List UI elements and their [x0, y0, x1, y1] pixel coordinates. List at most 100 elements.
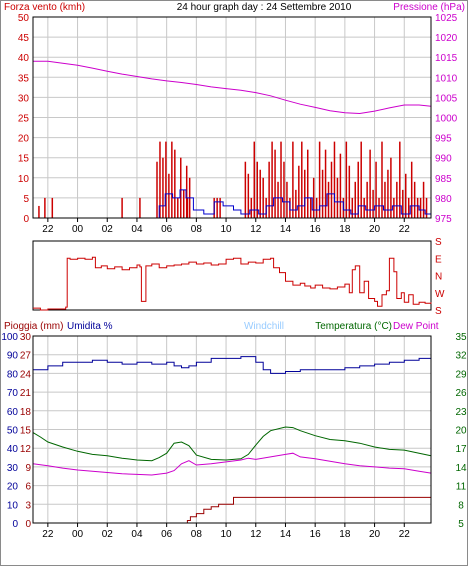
panel3-xlabel-8: 14	[280, 529, 292, 540]
temperature-ylabel-8: 29	[455, 369, 467, 380]
panel1-y2label-3: 990	[435, 154, 452, 165]
temperature-ylabel-4: 17	[455, 444, 467, 455]
direction-label-1: E	[435, 254, 442, 265]
panel1-ylabel-2: 10	[18, 174, 30, 185]
panel1-ylabel-6: 30	[18, 93, 30, 104]
panel1-xlabel-9: 16	[310, 224, 322, 235]
direction-label-4: S	[435, 306, 442, 317]
panel3-plot-area	[32, 335, 432, 524]
panel3-xlabel-0: 22	[42, 529, 54, 540]
panel3-xlabel-12: 22	[399, 529, 411, 540]
temperature-ylabel-2: 11	[456, 482, 467, 493]
panel3-xlabel-11: 20	[369, 529, 381, 540]
dewpoint-axis-label: Dew Point	[393, 321, 439, 332]
panel1-xlabel-11: 20	[369, 224, 381, 235]
rain-ylabel-0: 0	[25, 519, 31, 530]
rain-ylabel-6: 18	[20, 407, 32, 418]
panel1-ylabel-1: 5	[23, 194, 29, 205]
humidity-ylabel-0: 0	[12, 519, 18, 530]
temperature-ylabel-0: 5	[458, 519, 464, 530]
panel3-xlabel-10: 18	[339, 529, 351, 540]
direction-label-3: W	[435, 289, 445, 300]
panel1-xlabel-5: 08	[191, 224, 203, 235]
temperature-ylabel-6: 23	[455, 407, 467, 418]
panel1-y2label-8: 1015	[435, 53, 458, 64]
panel1-ylabel-8: 40	[18, 53, 30, 64]
panel1-y2label-6: 1005	[435, 93, 458, 104]
humidity-ylabel-1: 10	[7, 500, 19, 511]
panel3-xlabel-9: 16	[310, 529, 322, 540]
panel1-y2label-9: 1020	[435, 33, 458, 44]
temperature-ylabel-9: 32	[455, 351, 467, 362]
rain-ylabel-3: 9	[25, 463, 31, 474]
temperature-ylabel-10: 35	[455, 332, 467, 343]
rain-ylabel-9: 27	[20, 351, 32, 362]
panel1-xlabel-4: 06	[161, 224, 173, 235]
direction-label-2: N	[435, 272, 442, 283]
humidity-ylabel-3: 30	[7, 463, 19, 474]
rain-ylabel-5: 15	[20, 426, 32, 437]
panel1-ylabel-5: 25	[18, 114, 30, 125]
temperature-axis-label: Temperatura (°C)	[315, 321, 392, 332]
temperature-ylabel-1: 8	[458, 500, 464, 511]
humidity-line	[33, 356, 431, 374]
panel1-ylabel-4: 20	[18, 134, 30, 145]
rain-ylabel-4: 12	[20, 444, 32, 455]
pressure-line	[33, 60, 432, 115]
panel1-y2label-4: 995	[435, 134, 452, 145]
panel3-xlabel-5: 08	[191, 529, 203, 540]
panel1-xlabel-0: 22	[42, 224, 54, 235]
panel2-plot-area	[32, 240, 432, 311]
temperature-ylabel-5: 20	[455, 426, 467, 437]
humidity-ylabel-9: 90	[7, 351, 19, 362]
panel1-right-axis-label: Pressione (hPa)	[393, 2, 465, 13]
panel1-xlabel-1: 00	[72, 224, 84, 235]
temperature-ylabel-7: 26	[455, 388, 467, 399]
humidity-ylabel-8: 80	[7, 369, 19, 380]
humidity-ylabel-5: 50	[7, 426, 19, 437]
panel1-y2label-10: 1025	[435, 13, 458, 24]
panel1-ylabel-0: 0	[23, 214, 29, 225]
panel1-xlabel-6: 10	[220, 224, 232, 235]
panel1-ylabel-7: 35	[18, 73, 30, 84]
panel1-y2label-5: 1000	[435, 114, 458, 125]
rain-ylabel-8: 24	[20, 369, 32, 380]
humidity-ylabel-10: 100	[1, 332, 18, 343]
panel1-xlabel-3: 04	[131, 224, 143, 235]
rain-line	[33, 496, 432, 524]
panel3-xlabel-6: 10	[220, 529, 232, 540]
panel1-xlabel-12: 22	[399, 224, 411, 235]
humidity-ylabel-2: 20	[7, 482, 19, 493]
chart-title: 24 hour graph day : 24 Settembre 2010	[177, 2, 352, 13]
panel1-ylabel-9: 45	[18, 33, 30, 44]
rain-ylabel-10: 30	[20, 332, 32, 343]
panel1-xlabel-2: 02	[102, 224, 114, 235]
direction-line	[33, 256, 432, 311]
panel1-left-axis-label: Forza vento (kmh)	[4, 2, 85, 13]
panel1-xlabel-8: 14	[280, 224, 292, 235]
panel1-y2label-0: 975	[435, 214, 452, 225]
panel3-xlabel-2: 02	[102, 529, 114, 540]
rain-axis-label: Pioggia (mm)	[4, 321, 63, 332]
panel3-xlabel-4: 06	[161, 529, 173, 540]
panel1-plot-area	[32, 16, 432, 219]
panel1-xlabel-10: 18	[339, 224, 351, 235]
panel1-xlabel-7: 12	[250, 224, 262, 235]
windchill-axis-label: Windchill	[244, 321, 284, 332]
rain-ylabel-2: 6	[25, 482, 31, 493]
humidity-axis-label: Umidita %	[67, 321, 113, 332]
panel1-ylabel-10: 50	[18, 13, 30, 24]
rain-ylabel-1: 3	[25, 500, 31, 511]
panel3-xlabel-7: 12	[250, 529, 262, 540]
rain-ylabel-7: 21	[20, 388, 32, 399]
wind-avg-line	[33, 189, 431, 219]
humidity-ylabel-4: 40	[7, 444, 19, 455]
panel3-xlabel-3: 04	[131, 529, 143, 540]
humidity-ylabel-6: 60	[7, 407, 19, 418]
dewpoint-line	[32, 452, 432, 476]
humidity-ylabel-7: 70	[7, 388, 19, 399]
temperature-line	[32, 426, 432, 462]
direction-label-0: S	[435, 237, 442, 248]
panel1-y2label-7: 1010	[435, 73, 458, 84]
panel3-xlabel-1: 00	[72, 529, 84, 540]
